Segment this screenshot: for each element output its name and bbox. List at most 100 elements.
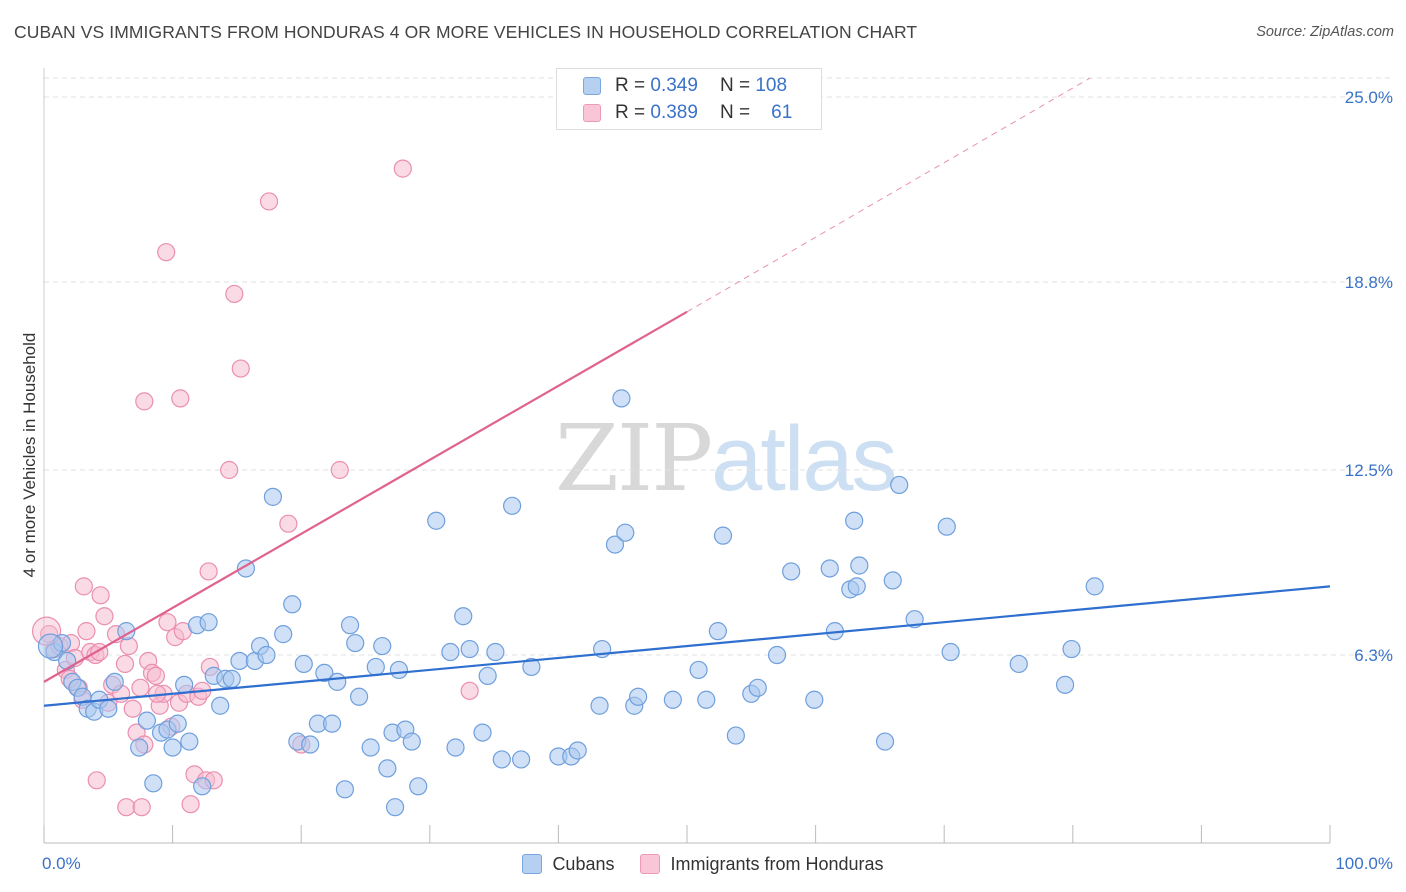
- stats-legend: R = 0.349 N = 108 R = 0.389 N = 61: [556, 68, 822, 130]
- cubans-point: [144, 774, 163, 793]
- cubans-point: [512, 750, 531, 769]
- cubans-point: [850, 556, 869, 575]
- cubans-point: [612, 389, 631, 408]
- honduras-point: [119, 636, 138, 656]
- cubans-point: [180, 732, 199, 751]
- honduras-point: [279, 514, 298, 533]
- watermark-atlas: atlas: [711, 408, 897, 510]
- series-cubans-points: [37, 389, 1104, 817]
- stats-n-label: N =: [719, 102, 751, 123]
- cubans-point: [726, 726, 745, 745]
- stats-row-cubans: R = 0.349 N = 108: [583, 73, 787, 99]
- honduras-point: [199, 562, 218, 581]
- legend-item-honduras[interactable]: Immigrants from Honduras: [640, 854, 884, 875]
- cubans-point: [99, 699, 118, 718]
- honduras-point: [95, 607, 114, 626]
- cubans-point: [629, 687, 648, 706]
- cubans-point: [301, 735, 320, 754]
- cubans-point: [211, 696, 230, 715]
- x-tick-label: 100.0%: [1335, 854, 1393, 873]
- stats-row-honduras: R = 0.389 N = 61: [583, 100, 792, 126]
- honduras-trendline: [43, 310, 688, 683]
- cubans-point: [257, 645, 276, 665]
- cubans-point: [105, 672, 124, 691]
- cubans-point: [713, 526, 733, 545]
- cubans-point: [340, 616, 360, 635]
- cubans-point: [492, 750, 511, 769]
- cubans-point: [389, 660, 409, 680]
- cubans-point: [168, 714, 187, 733]
- cubans-point: [441, 642, 460, 662]
- cubans-point: [454, 607, 473, 626]
- cubans-point: [1062, 639, 1081, 659]
- cubans-point: [294, 654, 313, 674]
- cubans-point: [283, 595, 302, 614]
- cubans-point: [315, 663, 334, 683]
- cubans-point: [845, 511, 864, 530]
- cubans-point: [199, 613, 218, 632]
- honduras-point: [123, 699, 142, 718]
- legend-swatch-cubans: [522, 854, 543, 874]
- cubans-point: [274, 625, 293, 644]
- honduras-point: [117, 798, 136, 817]
- stats-r-label: R =: [615, 75, 646, 96]
- cubans-point: [335, 780, 355, 799]
- cubans-point: [460, 639, 479, 659]
- cubans-point: [328, 672, 347, 691]
- honduras-point: [157, 243, 176, 262]
- cubans-point: [767, 645, 787, 665]
- stats-r-label: R =: [615, 102, 646, 123]
- honduras-point: [131, 678, 150, 697]
- cubans-trendline: [43, 585, 1331, 707]
- cubans-point: [361, 738, 380, 757]
- legend-item-cubans[interactable]: Cubans: [522, 854, 614, 875]
- chart-title: CUBAN VS IMMIGRANTS FROM HONDURAS 4 OR M…: [14, 22, 918, 42]
- honduras-point: [181, 795, 200, 814]
- source-label: Source: ZipAtlas.com: [1256, 24, 1394, 40]
- cubans-point: [805, 690, 824, 709]
- cubans-point: [782, 562, 801, 581]
- series-honduras-points: [31, 159, 479, 817]
- cubans-point: [58, 651, 77, 671]
- y-tick-label: 6.3%: [1354, 646, 1393, 665]
- cubans-point: [117, 622, 136, 641]
- cubans-point: [663, 690, 682, 709]
- cubans-point: [708, 622, 727, 641]
- honduras-point: [87, 771, 106, 790]
- honduras-trendline-extension: [686, 77, 1091, 313]
- cubans-point: [427, 511, 446, 530]
- cubans-point: [385, 798, 405, 817]
- tick-labels: 6.3% 12.5% 18.8% 25.0% 0.0% 100.0%: [42, 88, 1393, 873]
- cubans-point: [322, 714, 342, 733]
- cubans-point: [522, 657, 541, 677]
- watermark-zip: ZIP: [555, 405, 713, 512]
- cubans-point: [1009, 654, 1028, 674]
- cubans-point: [820, 559, 839, 578]
- cubans-point: [373, 636, 392, 656]
- stats-n-label: N =: [719, 75, 751, 96]
- honduras-point: [330, 460, 349, 480]
- honduras-point: [231, 359, 250, 378]
- cubans-point: [446, 738, 465, 757]
- series-legend: Cubans Immigrants from Honduras: [0, 852, 1406, 876]
- honduras-point: [460, 681, 479, 700]
- stats-r-value: 0.389: [650, 102, 698, 123]
- x-tick-label: 0.0%: [42, 854, 81, 873]
- cubans-point: [163, 738, 182, 757]
- cubans-point: [409, 777, 428, 796]
- cubans-point: [568, 741, 587, 760]
- cubans-point: [689, 660, 708, 680]
- cubans-point: [847, 577, 866, 596]
- cubans-point: [605, 535, 625, 554]
- cubans-point: [137, 711, 156, 730]
- cubans-point: [130, 738, 149, 757]
- honduras-point: [158, 613, 177, 632]
- stats-n-value: 108: [755, 75, 788, 96]
- legend-swatch-honduras: [640, 854, 661, 874]
- watermark: ZIPatlas: [555, 405, 898, 512]
- cubans-point: [346, 633, 365, 653]
- cubans-point: [402, 732, 421, 751]
- stats-n-value: 61: [771, 102, 793, 123]
- stats-r-value: 0.349: [650, 75, 698, 96]
